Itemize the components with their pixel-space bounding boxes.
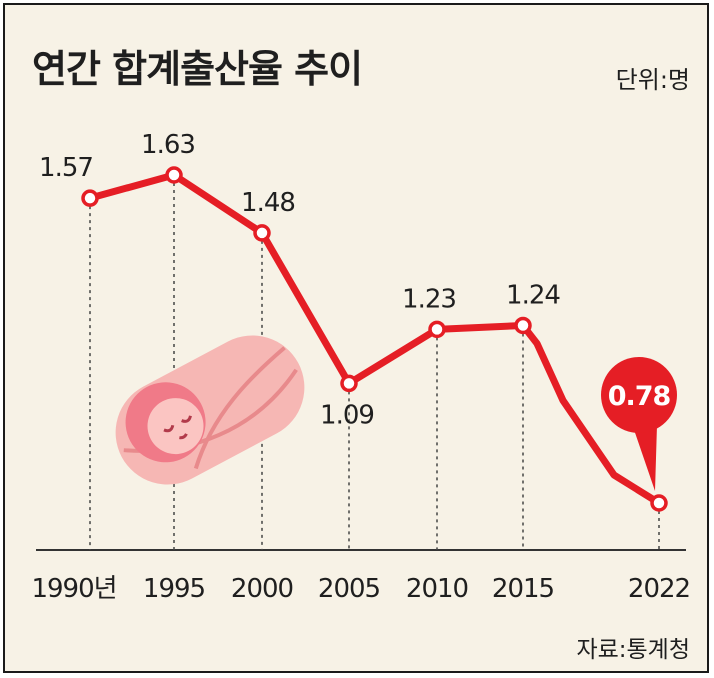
source-label: 자료:통계청	[576, 637, 690, 663]
baby-face	[147, 398, 204, 455]
callout-pointer	[631, 421, 657, 491]
x-tick-label: 1990년	[31, 574, 116, 604]
data-label: 1.09	[320, 400, 374, 430]
chart-title: 연간 합계출산율 추이	[32, 47, 363, 91]
data-point-marker	[81, 189, 99, 207]
data-label: 1.24	[506, 280, 560, 310]
data-label: 1.23	[402, 284, 456, 314]
baby-eye	[181, 415, 192, 423]
data-label: 1.63	[141, 130, 195, 160]
swaddled-baby-icon	[115, 335, 305, 485]
unit-label: 단위:명	[615, 66, 690, 94]
data-label: 1.48	[241, 188, 295, 218]
x-tick-label: 1995	[143, 574, 205, 604]
x-tick-label: 2010	[406, 574, 468, 604]
data-point-marker	[165, 166, 183, 184]
series-line	[86, 171, 663, 507]
x-tick-label: 2015	[492, 574, 554, 604]
callout-bubble	[601, 357, 677, 433]
wrap-fold	[193, 346, 286, 470]
data-point-marker	[514, 316, 532, 335]
baby-eye	[163, 424, 175, 433]
x-tick-label: 2000	[231, 574, 293, 604]
data-point-marker	[340, 374, 358, 393]
data-point-marker	[428, 320, 446, 339]
data-label: 1.57	[39, 153, 93, 183]
x-tick-label: 2005	[318, 574, 380, 604]
x-tick-label: 2022	[628, 574, 690, 604]
data-label-highlight: 0.78	[608, 381, 671, 412]
data-point-marker	[253, 224, 271, 242]
data-point-marker	[650, 494, 668, 512]
chart-frame	[3, 3, 709, 673]
baby-mouth	[179, 433, 188, 440]
